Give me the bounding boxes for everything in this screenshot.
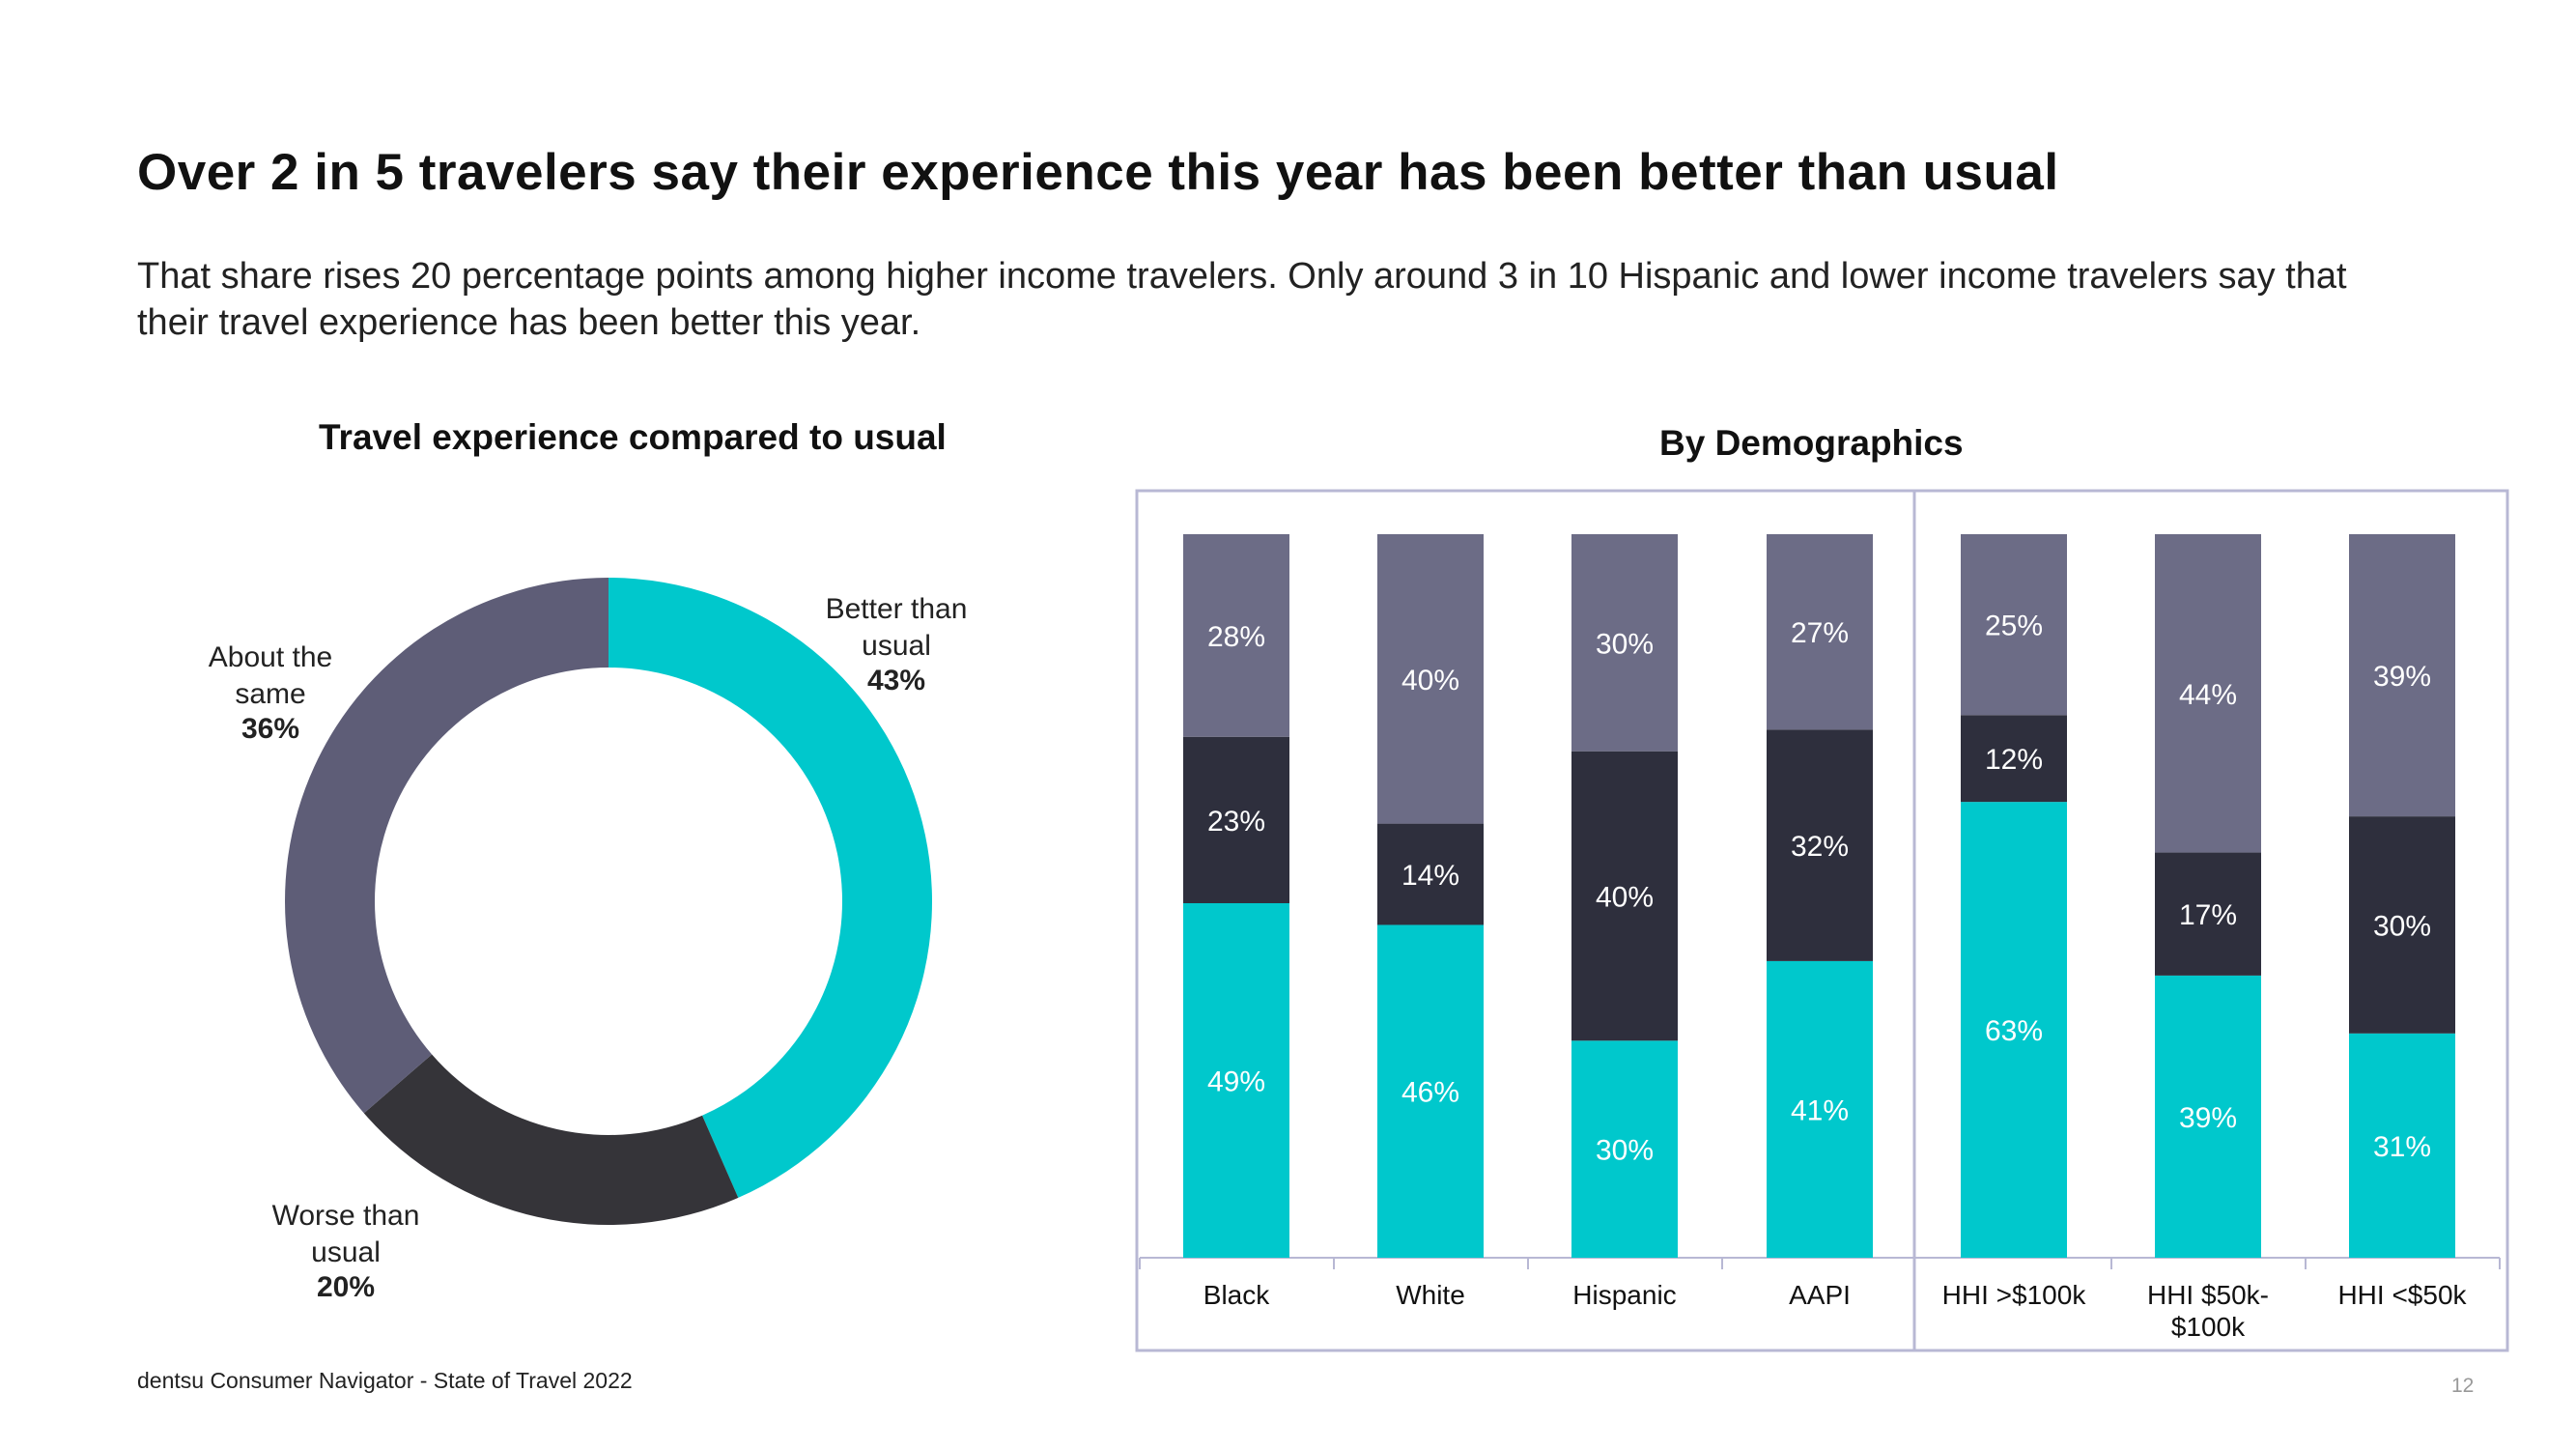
footer-source: dentsu Consumer Navigator - State of Tra… <box>137 1368 633 1393</box>
donut-slice-1 <box>363 1054 739 1225</box>
bar-2-1 <box>1571 751 1678 1041</box>
donut-slice-2 <box>285 578 609 1114</box>
page-subhead: That share rises 20 percentage points am… <box>137 256 2347 343</box>
bar-label-5-2: 44% <box>2179 679 2237 711</box>
x-tick-label-5: HHI $50k-$100k <box>2147 1280 2269 1342</box>
bar-6-1 <box>2349 816 2455 1034</box>
bar-2-0 <box>1571 1040 1678 1258</box>
bar-3-1 <box>1767 729 1873 961</box>
bar-chart-frame <box>1135 489 2509 1352</box>
bar-label-1-0: 46% <box>1401 1077 1459 1109</box>
bar-label-2-0: 30% <box>1596 1135 1654 1167</box>
bar-1-0 <box>1377 924 1484 1258</box>
donut-label-1: Worse than usual 20% <box>272 1200 420 1303</box>
x-tick-label-3: AAPI <box>1789 1280 1851 1310</box>
bar-2-2 <box>1571 534 1678 752</box>
donut-label-2: About the same 36% <box>209 641 332 745</box>
bar-4-1 <box>1961 715 2067 803</box>
bar-label-6-1: 30% <box>2373 910 2431 942</box>
donut-label-0: Better than usual 43% <box>826 593 968 696</box>
bar-label-4-0: 63% <box>1985 1015 2043 1047</box>
bar-label-1-1: 14% <box>1401 860 1459 892</box>
bar-6-0 <box>2349 1033 2455 1258</box>
x-tick-label-2: Hispanic <box>1572 1280 1676 1310</box>
bar-label-3-1: 32% <box>1791 831 1849 863</box>
x-tick-label-4: HHI >$100k <box>1942 1280 2087 1310</box>
bar-3-0 <box>1767 960 1873 1258</box>
bar-label-4-1: 12% <box>1985 744 2043 776</box>
bar-6-2 <box>2349 534 2455 817</box>
bar-chart-title: By Demographics <box>1659 423 1964 463</box>
bar-3-2 <box>1767 534 1873 730</box>
bar-4-2 <box>1961 534 2067 716</box>
bar-label-4-2: 25% <box>1985 611 2043 642</box>
bar-label-0-1: 23% <box>1207 806 1265 838</box>
bar-label-1-2: 40% <box>1401 665 1459 696</box>
page-number: 12 <box>2451 1375 2475 1397</box>
bar-label-5-1: 17% <box>2179 899 2237 931</box>
bar-0-1 <box>1183 736 1289 903</box>
bar-label-3-0: 41% <box>1791 1094 1849 1126</box>
bar-0-0 <box>1183 902 1289 1258</box>
bar-label-6-0: 31% <box>2373 1131 2431 1163</box>
bar-label-6-2: 39% <box>2373 661 2431 693</box>
page-headline: Over 2 in 5 travelers say their experien… <box>137 144 2059 201</box>
bar-label-0-2: 28% <box>1207 621 1265 653</box>
bar-1-1 <box>1377 823 1484 925</box>
bar-1-2 <box>1377 534 1484 824</box>
bar-label-0-0: 49% <box>1207 1065 1265 1097</box>
bar-0-2 <box>1183 534 1289 737</box>
x-tick-label-6: HHI <$50k <box>2337 1280 2467 1310</box>
x-tick-label-1: White <box>1396 1280 1465 1310</box>
bar-4-0 <box>1961 802 2067 1258</box>
bar-label-5-0: 39% <box>2179 1102 2237 1134</box>
bar-5-2 <box>2155 534 2261 853</box>
donut-slice-0 <box>609 578 933 1198</box>
bar-label-3-2: 27% <box>1791 617 1849 649</box>
bar-5-1 <box>2155 852 2261 976</box>
bar-label-2-2: 30% <box>1596 628 1654 660</box>
bar-5-0 <box>2155 975 2261 1258</box>
x-tick-label-0: Black <box>1203 1280 1270 1310</box>
donut-chart-title: Travel experience compared to usual <box>319 417 947 457</box>
bar-label-2-1: 40% <box>1596 882 1654 914</box>
